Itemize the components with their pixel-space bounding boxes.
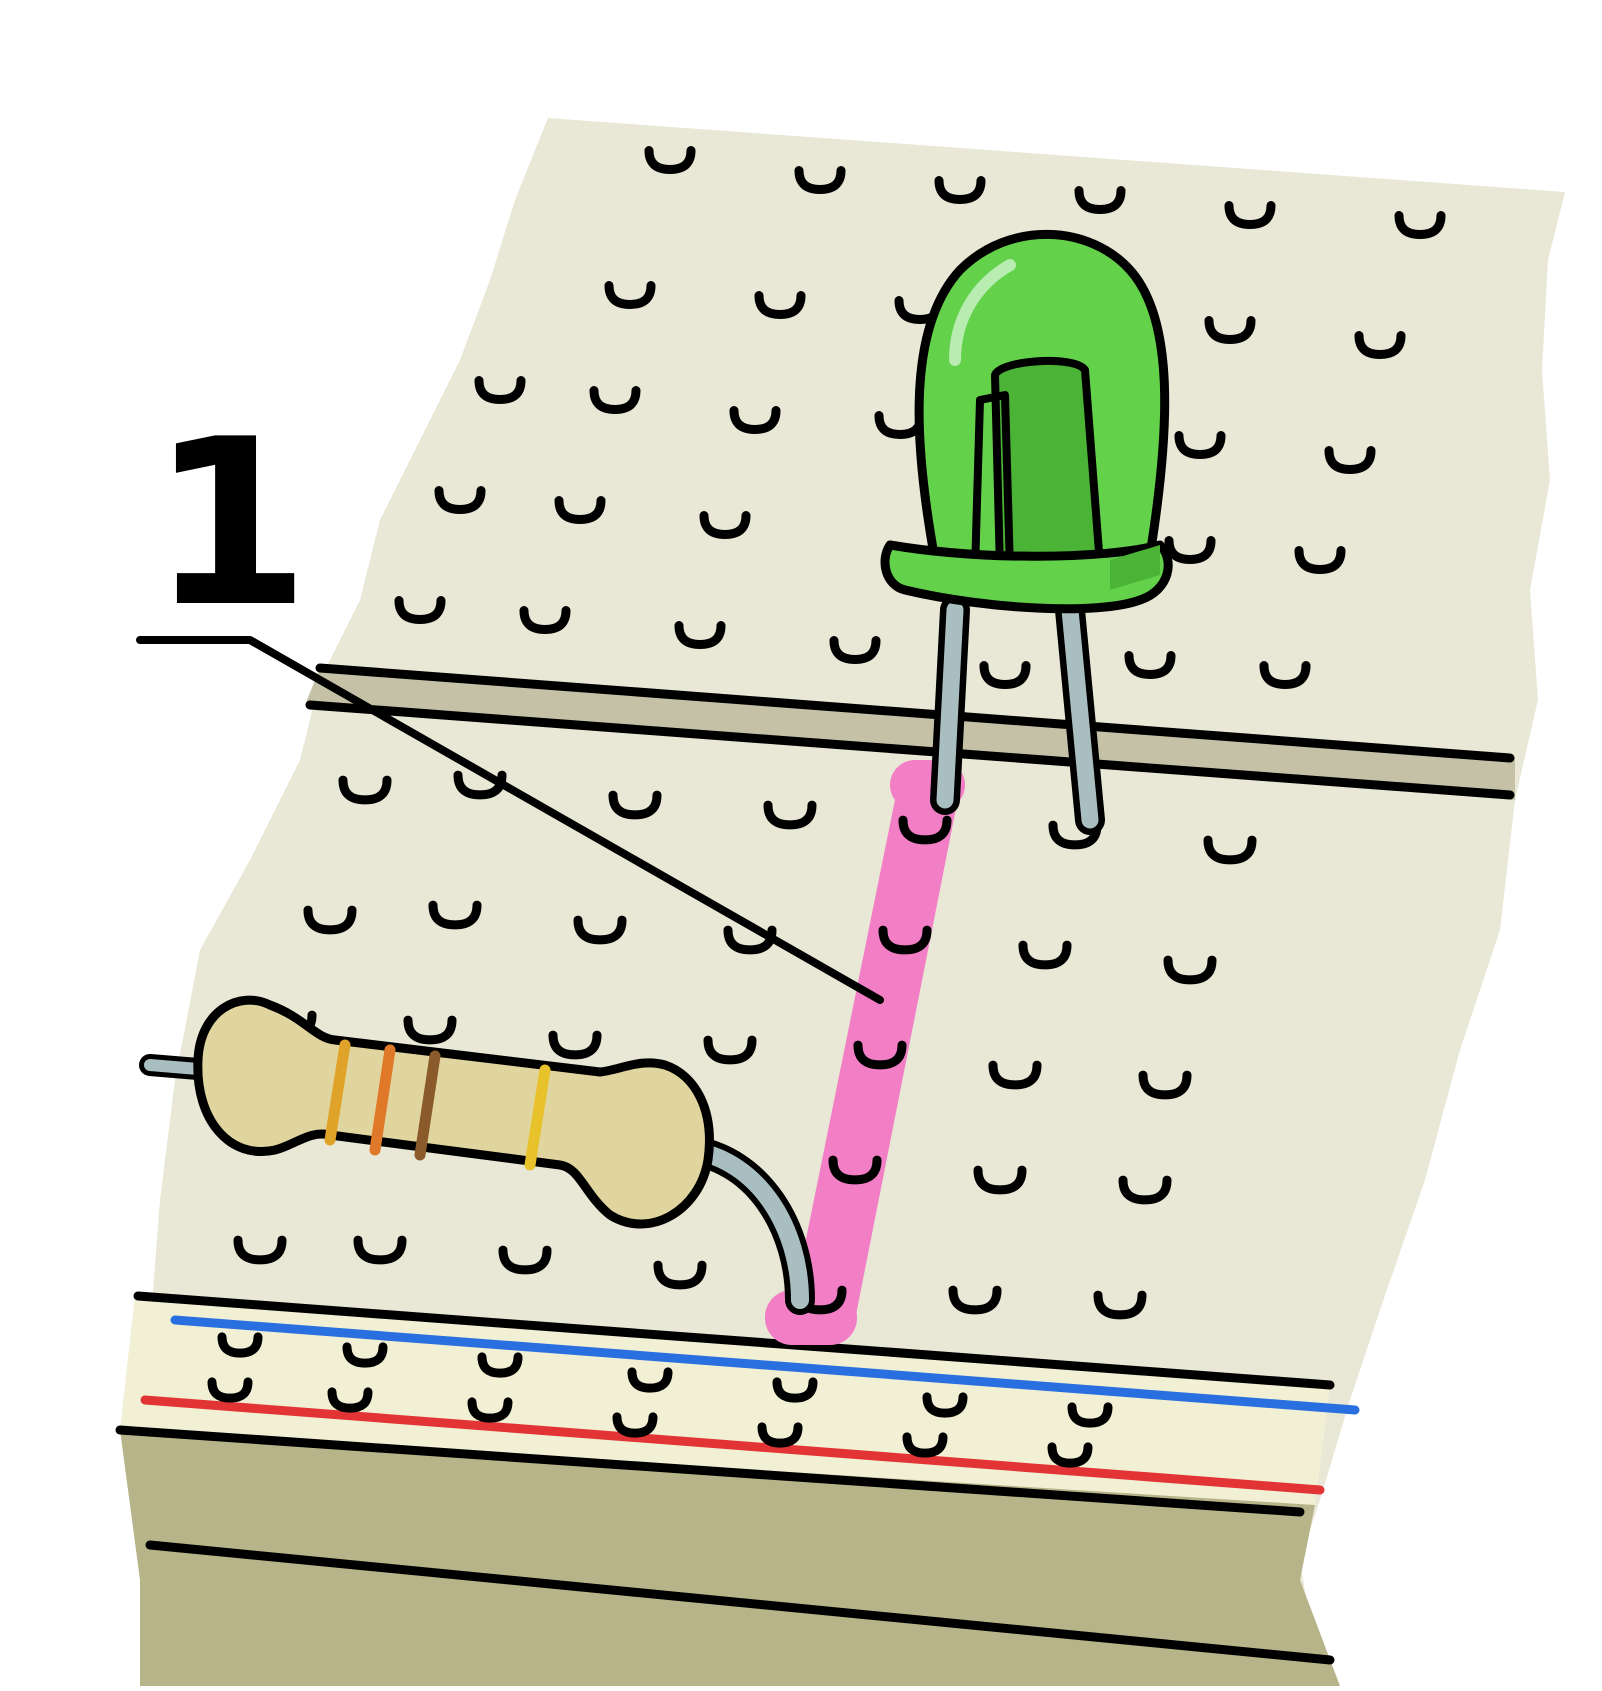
breadboard-hole	[653, 1260, 707, 1290]
breadboard-hole	[772, 1377, 818, 1403]
breadboard-hole	[754, 291, 806, 319]
led-flange-shade	[1110, 545, 1160, 590]
breadboard-hole	[794, 166, 846, 194]
breadboard-hole	[519, 606, 571, 634]
resistor-band-1	[324, 1039, 351, 1146]
rail-border-top	[133, 1291, 1335, 1390]
breadboard-hole	[434, 486, 486, 514]
breadboard-hole	[1074, 186, 1126, 214]
breadboard-hole	[699, 511, 751, 539]
breadboard-hole	[338, 775, 392, 805]
breadboard-hole	[763, 800, 817, 830]
breadboard-hole	[828, 1155, 882, 1185]
breadboard-hole	[988, 1060, 1042, 1090]
breadboard-hole	[612, 1412, 658, 1438]
breadboard-hole	[898, 815, 952, 845]
led-inner-anvil	[991, 357, 1104, 574]
breadboard-hole	[1047, 1442, 1093, 1468]
breadboard-body	[135, 118, 1565, 1686]
resistor-band-4	[524, 1064, 551, 1171]
breadboard-hole	[303, 905, 357, 935]
breadboard-hole	[1204, 316, 1256, 344]
rail-positive-line	[140, 1395, 1325, 1495]
highlighted-column	[790, 775, 962, 1320]
breadboard-hole	[474, 376, 526, 404]
breadboard-hole	[644, 146, 696, 174]
breadboard-hole	[589, 386, 641, 414]
breadboard-hole	[674, 621, 726, 649]
breadboard-hole	[934, 176, 986, 204]
led-inner-post	[971, 391, 1014, 571]
divider-line-bottom	[305, 700, 1515, 800]
breadboard-hole	[1163, 955, 1217, 985]
breadboard-hole	[573, 915, 627, 945]
breadboard-hole	[1224, 201, 1276, 229]
resistor-band-2	[369, 1044, 396, 1156]
breadboard-hole	[1124, 651, 1176, 679]
breadboard-hole	[217, 1332, 263, 1358]
breadboard-hole	[703, 1035, 757, 1065]
breadboard-hole	[948, 1285, 1002, 1315]
center-divider	[305, 668, 1515, 800]
breadboard-hole	[922, 1392, 968, 1418]
led-highlight	[949, 259, 1016, 366]
breadboard-hole	[548, 1030, 602, 1060]
breadboard-hole	[973, 1165, 1027, 1195]
breadboard-hole	[1067, 1402, 1113, 1428]
rail-border-bottom	[115, 1425, 1305, 1517]
breadboard-hole	[477, 1352, 523, 1378]
breadboard-hole	[233, 1235, 287, 1265]
breadboard-hole	[729, 406, 781, 434]
breadboard-hole	[608, 790, 662, 820]
breadboard-hole	[1354, 331, 1406, 359]
breadboard-hole	[1174, 431, 1226, 459]
breadboard-hole	[342, 1342, 388, 1368]
breadboard-hole	[1018, 940, 1072, 970]
board-bottom-line	[145, 1540, 1335, 1665]
breadboard-hole	[853, 1040, 907, 1070]
breadboard-hole	[1294, 546, 1346, 574]
breadboard-hole	[1324, 446, 1376, 474]
breadboard-hole	[627, 1367, 673, 1393]
green-led-icon	[880, 229, 1173, 835]
resistor-body	[193, 995, 714, 1229]
breadboard-hole	[1203, 835, 1257, 865]
breadboard-hole	[979, 661, 1031, 689]
breadboard-hole	[428, 900, 482, 930]
resistor-icon	[139, 995, 815, 1315]
breadboard-hole	[394, 596, 446, 624]
breadboard-hole	[554, 496, 606, 524]
breadboard-hole	[1259, 661, 1311, 689]
breadboard-hole	[1118, 1175, 1172, 1205]
breadboard-hole	[1164, 536, 1216, 564]
breadboard-hole	[1048, 820, 1102, 850]
resistor-band-3	[414, 1050, 441, 1161]
breadboard-hole	[878, 925, 932, 955]
power-rail-strip	[120, 1295, 1330, 1505]
rail-negative-line	[170, 1315, 1360, 1415]
breadboard-hole	[467, 1397, 513, 1423]
breadboard-hole	[902, 1432, 948, 1458]
breadboard-hole	[327, 1387, 373, 1413]
led-flange	[880, 540, 1173, 614]
breadboard-holes	[207, 146, 1446, 1468]
breadboard-hole	[757, 1422, 803, 1448]
breadboard-hole	[1138, 1070, 1192, 1100]
breadboard-hole	[498, 1245, 552, 1275]
breadboard-hole	[353, 1235, 407, 1265]
callout-leader-line	[136, 636, 884, 1004]
breadboard-hole	[207, 1377, 253, 1403]
breadboard-hole	[829, 636, 881, 664]
divider-line-top	[315, 663, 1515, 763]
breadboard-hole	[403, 1015, 457, 1045]
breadboard-hole	[1394, 211, 1446, 239]
callout-number: 1	[150, 391, 311, 658]
breadboard-hole	[1093, 1290, 1147, 1320]
breadboard-hole	[604, 281, 656, 309]
